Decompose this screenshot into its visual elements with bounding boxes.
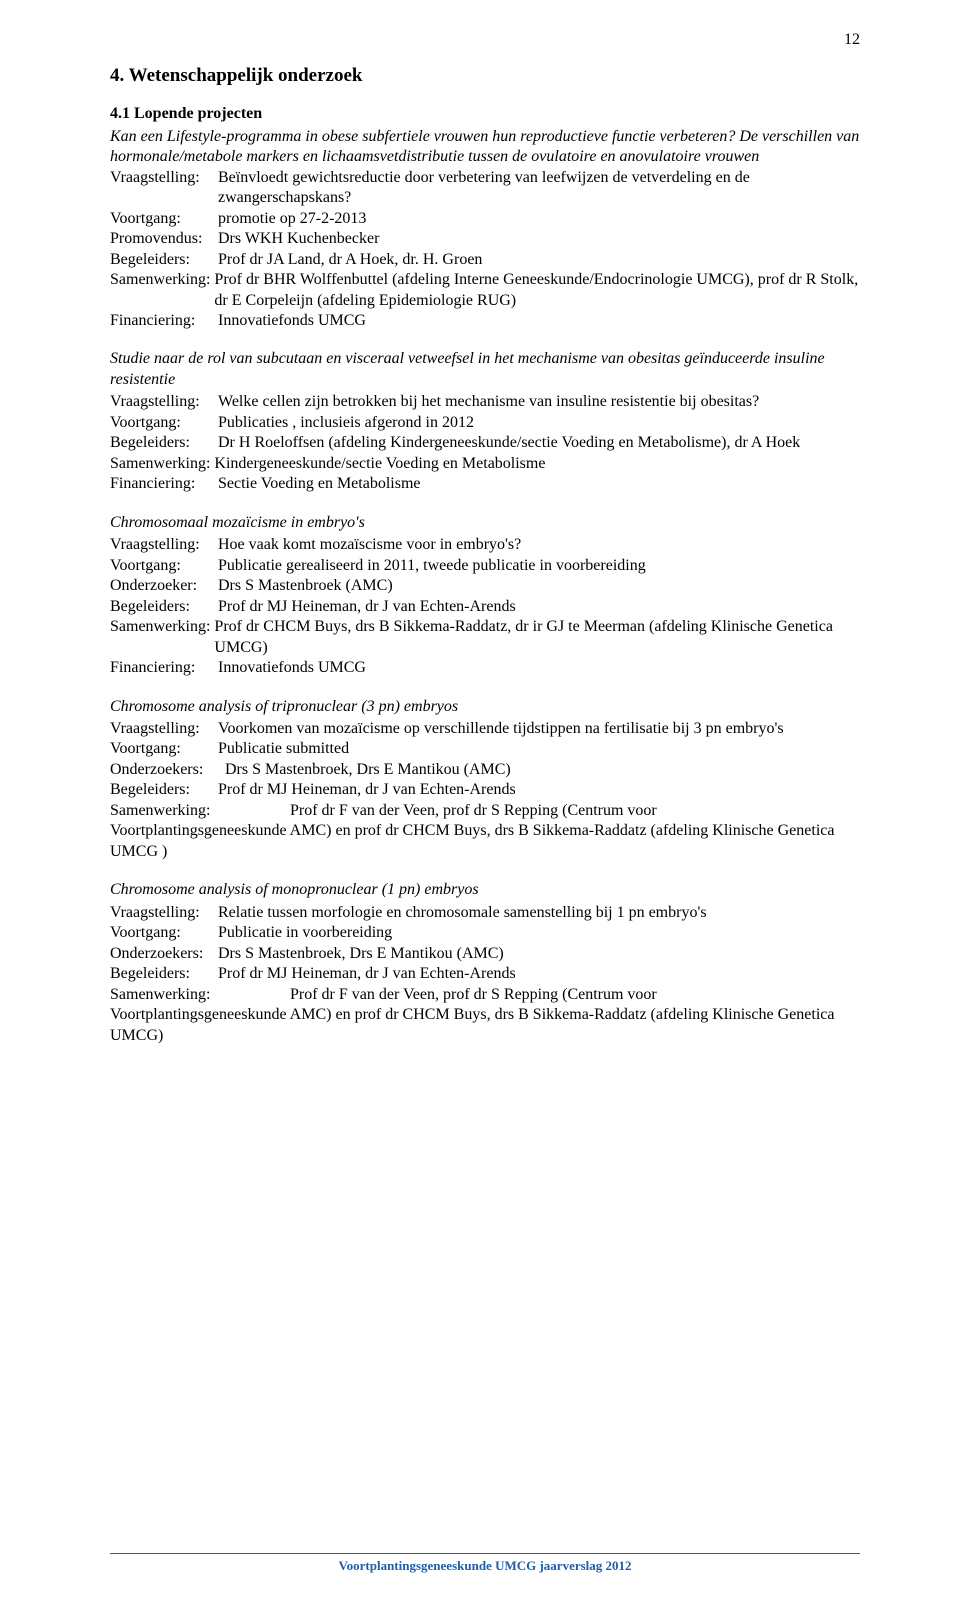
project-5: Chromosome analysis of monopronuclear (1… <box>110 880 860 1046</box>
project-1-intro: Kan een Lifestyle-programma in obese sub… <box>110 127 860 168</box>
heading-main: 4. Wetenschappelijk onderzoek <box>110 64 860 88</box>
value-samenwerking: Prof dr BHR Wolffenbuttel (afdeling Inte… <box>214 270 860 311</box>
value-begeleiders: Prof dr JA Land, dr A Hoek, dr. H. Groen <box>218 250 860 270</box>
value-samenwerking: Kindergeneeskunde/sectie Voeding en Meta… <box>214 454 860 474</box>
label-begeleiders: Begeleiders: <box>110 250 218 270</box>
value-begeleiders: Prof dr MJ Heineman, dr J van Echten-Are… <box>218 964 860 984</box>
label-begeleiders: Begeleiders: <box>110 433 218 453</box>
project-1-promovendus: Promovendus: Drs WKH Kuchenbecker <box>110 229 860 249</box>
project-3-begeleiders: Begeleiders: Prof dr MJ Heineman, dr J v… <box>110 597 860 617</box>
value-vraagstelling: Voorkomen van mozaïcisme op verschillend… <box>218 719 860 739</box>
project-2-intro: Studie naar de rol van subcutaan en visc… <box>110 349 860 390</box>
project-4: Chromosome analysis of tripronuclear (3 … <box>110 697 860 863</box>
project-3-voortgang: Voortgang: Publicatie gerealiseerd in 20… <box>110 556 860 576</box>
project-2-financiering: Financiering: Sectie Voeding en Metaboli… <box>110 474 860 494</box>
value-onderzoeker: Drs S Mastenbroek (AMC) <box>218 576 860 596</box>
project-2-begeleiders: Begeleiders: Dr H Roeloffsen (afdeling K… <box>110 433 860 453</box>
label-begeleiders: Begeleiders: <box>110 597 218 617</box>
label-financiering: Financiering: <box>110 474 218 494</box>
project-1-begeleiders: Begeleiders: Prof dr JA Land, dr A Hoek,… <box>110 250 860 270</box>
value-samenwerking-line2: Voortplantingsgeneeskunde AMC) en prof d… <box>110 1005 860 1046</box>
label-onderzoekers: Onderzoekers: <box>110 944 218 964</box>
project-4-vraagstelling: Vraagstelling: Voorkomen van mozaïcisme … <box>110 719 860 739</box>
value-onderzoekers: Drs S Mastenbroek, Drs E Mantikou (AMC) <box>218 944 860 964</box>
page-footer: Voortplantingsgeneeskunde UMCG jaarversl… <box>110 1553 860 1575</box>
label-voortgang: Voortgang: <box>110 739 218 759</box>
project-2-samenwerking: Samenwerking: Kindergeneeskunde/sectie V… <box>110 454 860 474</box>
label-vraagstelling: Vraagstelling: <box>110 168 218 188</box>
label-samenwerking: Samenwerking: <box>110 270 214 290</box>
label-vraagstelling: Vraagstelling: <box>110 719 218 739</box>
label-vraagstelling: Vraagstelling: <box>110 392 218 412</box>
project-1-voortgang: Voortgang: promotie op 27-2-2013 <box>110 209 860 229</box>
value-samenwerking-line1: Prof dr F van der Veen, prof dr S Reppin… <box>290 985 860 1005</box>
label-financiering: Financiering: <box>110 311 218 331</box>
label-financiering: Financiering: <box>110 658 218 678</box>
value-vraagstelling: Beïnvloedt gewichtsreductie door verbete… <box>218 168 860 209</box>
project-4-voortgang: Voortgang: Publicatie submitted <box>110 739 860 759</box>
label-vraagstelling: Vraagstelling: <box>110 903 218 923</box>
value-voortgang: promotie op 27-2-2013 <box>218 209 860 229</box>
value-onderzoekers: Drs S Mastenbroek, Drs E Mantikou (AMC) <box>225 760 860 780</box>
project-1-samenwerking: Samenwerking: Prof dr BHR Wolffenbuttel … <box>110 270 860 311</box>
value-promovendus: Drs WKH Kuchenbecker <box>218 229 860 249</box>
subheading: 4.1 Lopende projecten <box>110 104 860 124</box>
value-begeleiders: Prof dr MJ Heineman, dr J van Echten-Are… <box>218 780 860 800</box>
label-voortgang: Voortgang: <box>110 209 218 229</box>
value-samenwerking-line1: Prof dr F van der Veen, prof dr S Reppin… <box>290 801 860 821</box>
project-3-vraagstelling: Vraagstelling: Hoe vaak komt mozaïscisme… <box>110 535 860 555</box>
project-5-voortgang: Voortgang: Publicatie in voorbereiding <box>110 923 860 943</box>
label-onderzoeker: Onderzoeker: <box>110 576 218 596</box>
project-4-intro: Chromosome analysis of tripronuclear (3 … <box>110 697 860 717</box>
label-promovendus: Promovendus: <box>110 229 218 249</box>
value-begeleiders: Prof dr MJ Heineman, dr J van Echten-Are… <box>218 597 860 617</box>
label-samenwerking: Samenwerking: <box>110 985 290 1005</box>
project-5-intro: Chromosome analysis of monopronuclear (1… <box>110 880 860 900</box>
label-vraagstelling: Vraagstelling: <box>110 535 218 555</box>
page-number: 12 <box>844 30 860 50</box>
value-voortgang: Publicatie gerealiseerd in 2011, tweede … <box>218 556 860 576</box>
value-vraagstelling: Hoe vaak komt mozaïscisme voor in embryo… <box>218 535 860 555</box>
value-vraagstelling: Welke cellen zijn betrokken bij het mech… <box>218 392 860 412</box>
project-4-samenwerking: Samenwerking: Prof dr F van der Veen, pr… <box>110 801 860 821</box>
value-voortgang: Publicaties , inclusieis afgerond in 201… <box>218 413 860 433</box>
value-samenwerking: Prof dr CHCM Buys, drs B Sikkema-Raddatz… <box>214 617 860 658</box>
value-voortgang: Publicatie in voorbereiding <box>218 923 860 943</box>
project-5-onderzoekers: Onderzoekers: Drs S Mastenbroek, Drs E M… <box>110 944 860 964</box>
project-5-vraagstelling: Vraagstelling: Relatie tussen morfologie… <box>110 903 860 923</box>
project-3-onderzoeker: Onderzoeker: Drs S Mastenbroek (AMC) <box>110 576 860 596</box>
value-vraagstelling: Relatie tussen morfologie en chromosomal… <box>218 903 860 923</box>
label-samenwerking: Samenwerking: <box>110 801 290 821</box>
project-3-samenwerking: Samenwerking: Prof dr CHCM Buys, drs B S… <box>110 617 860 658</box>
project-1: Kan een Lifestyle-programma in obese sub… <box>110 127 860 332</box>
value-financiering: Sectie Voeding en Metabolisme <box>218 474 860 494</box>
project-4-begeleiders: Begeleiders: Prof dr MJ Heineman, dr J v… <box>110 780 860 800</box>
project-3: Chromosomaal mozaïcisme in embryo's Vraa… <box>110 513 860 679</box>
project-2-voortgang: Voortgang: Publicaties , inclusieis afge… <box>110 413 860 433</box>
project-2-vraagstelling: Vraagstelling: Welke cellen zijn betrokk… <box>110 392 860 412</box>
footer-divider <box>110 1553 860 1555</box>
project-3-intro: Chromosomaal mozaïcisme in embryo's <box>110 513 860 533</box>
value-financiering: Innovatiefonds UMCG <box>218 658 860 678</box>
value-samenwerking-line2: Voortplantingsgeneeskunde AMC) en prof d… <box>110 821 860 862</box>
project-1-financiering: Financiering: Innovatiefonds UMCG <box>110 311 860 331</box>
value-voortgang: Publicatie submitted <box>218 739 860 759</box>
label-onderzoekers: Onderzoekers: <box>110 760 225 780</box>
project-2: Studie naar de rol van subcutaan en visc… <box>110 349 860 494</box>
value-financiering: Innovatiefonds UMCG <box>218 311 860 331</box>
project-1-vraagstelling: Vraagstelling: Beïnvloedt gewichtsreduct… <box>110 168 860 209</box>
footer-text: Voortplantingsgeneeskunde UMCG jaarversl… <box>110 1558 860 1575</box>
project-5-begeleiders: Begeleiders: Prof dr MJ Heineman, dr J v… <box>110 964 860 984</box>
label-samenwerking: Samenwerking: <box>110 454 214 474</box>
label-begeleiders: Begeleiders: <box>110 964 218 984</box>
label-voortgang: Voortgang: <box>110 556 218 576</box>
label-begeleiders: Begeleiders: <box>110 780 218 800</box>
label-voortgang: Voortgang: <box>110 923 218 943</box>
project-4-onderzoekers: Onderzoekers: Drs S Mastenbroek, Drs E M… <box>110 760 860 780</box>
label-samenwerking: Samenwerking: <box>110 617 214 637</box>
label-voortgang: Voortgang: <box>110 413 218 433</box>
project-5-samenwerking: Samenwerking: Prof dr F van der Veen, pr… <box>110 985 860 1005</box>
project-3-financiering: Financiering: Innovatiefonds UMCG <box>110 658 860 678</box>
value-begeleiders: Dr H Roeloffsen (afdeling Kindergeneesku… <box>218 433 860 453</box>
